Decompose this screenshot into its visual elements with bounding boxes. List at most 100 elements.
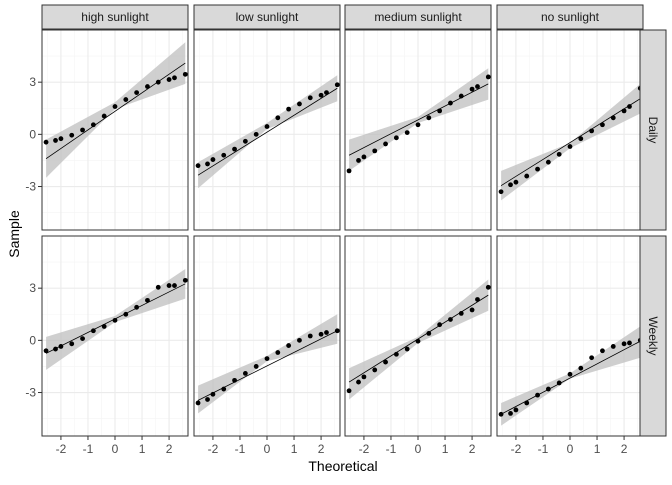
data-point [297, 337, 302, 343]
data-point [166, 283, 172, 288]
panel-border [41, 29, 189, 231]
strip-weekly [639, 235, 667, 437]
data-point [437, 108, 443, 114]
x-tick-label: 2 [621, 442, 628, 456]
data-point [334, 328, 340, 334]
data-point [134, 90, 140, 96]
data-point [53, 346, 58, 352]
strip-daily [639, 29, 667, 231]
data-point [458, 93, 464, 99]
data-point [334, 82, 340, 88]
panel-border [344, 29, 492, 231]
data-point [210, 157, 216, 162]
strips-layer: high sunlight low sunlight medium sunlight… [41, 4, 667, 437]
x-tick-label: 1 [594, 442, 601, 456]
x-tick-label: 2 [469, 442, 476, 456]
data-point [112, 317, 118, 323]
data-point [43, 139, 49, 145]
data-point [567, 371, 573, 377]
data-point [145, 84, 150, 89]
strip-no-sunlight [496, 4, 644, 30]
data-point [415, 122, 421, 128]
data-point [242, 370, 248, 376]
data-point [205, 397, 210, 402]
y-tick-label: 3 [29, 281, 36, 295]
qq-reference-line [45, 62, 186, 160]
x-tick-label: -2 [208, 442, 219, 456]
confidence-band [198, 314, 338, 414]
panel-daily-medium-sunlight [344, 29, 492, 231]
data-point [101, 113, 107, 119]
data-point [324, 330, 329, 335]
strip-label-medium-sunlight: medium sunlight [374, 10, 462, 24]
data-point [195, 400, 201, 406]
qq-reference-line [197, 87, 338, 176]
data-point [383, 359, 388, 365]
data-point [610, 115, 616, 121]
data-point [58, 344, 64, 349]
data-point [307, 333, 313, 339]
data-point [475, 84, 480, 89]
panel-border [193, 29, 341, 231]
data-point [404, 346, 410, 352]
data-point [145, 297, 150, 303]
data-point [242, 138, 248, 144]
qq-reference-line [500, 340, 641, 415]
data-point [324, 90, 329, 96]
data-point [508, 182, 513, 188]
data-point [155, 79, 161, 85]
data-point [524, 400, 530, 406]
qq-reference-line [197, 330, 338, 401]
qq-reference-line [348, 83, 489, 156]
data-point [318, 331, 324, 337]
data-point [589, 128, 595, 134]
data-point [80, 336, 85, 342]
x-tick-label: -1 [538, 442, 549, 456]
x-tick-label: -2 [359, 442, 370, 456]
data-point [372, 367, 378, 373]
x-tick-label: 1 [442, 442, 449, 456]
data-point [589, 355, 595, 361]
strip-medium-sunlight [344, 4, 492, 30]
data-point [404, 130, 410, 136]
data-point [69, 132, 75, 138]
data-point [426, 115, 432, 121]
strip-label-high-sunlight: high sunlight [81, 10, 149, 24]
panel-weekly-high-sunlight [41, 235, 189, 437]
data-point [318, 92, 324, 98]
strip-label-weekly: Weekly [646, 316, 660, 355]
data-point [448, 100, 453, 106]
qq-reference-line [500, 98, 641, 186]
data-point [275, 115, 281, 121]
panel-weekly-no-sunlight [496, 235, 644, 437]
data-point [205, 161, 210, 167]
strip-high-sunlight [41, 4, 189, 30]
panel-weekly-medium-sunlight [344, 235, 492, 437]
panel-daily-no-sunlight [496, 29, 644, 231]
data-point [307, 95, 313, 101]
data-point [610, 344, 616, 349]
data-point [621, 108, 627, 114]
data-point [383, 141, 388, 147]
data-point [134, 304, 140, 310]
x-tick-label: -1 [386, 442, 397, 456]
data-point [195, 163, 201, 169]
data-point [286, 343, 292, 348]
confidence-band [46, 42, 186, 178]
data-point [253, 131, 259, 137]
data-point [275, 350, 281, 355]
data-point [475, 297, 480, 302]
strip-label-daily: Daily [646, 117, 660, 144]
y-tick-label: 0 [29, 333, 36, 347]
data-point [469, 86, 475, 92]
data-point [232, 377, 237, 383]
x-tick-label: 2 [318, 442, 325, 456]
data-point [253, 364, 259, 369]
data-point [101, 324, 107, 329]
strip-low-sunlight [193, 4, 341, 30]
panel-daily-low-sunlight [193, 29, 341, 231]
data-point [556, 380, 562, 386]
data-point [182, 277, 188, 283]
